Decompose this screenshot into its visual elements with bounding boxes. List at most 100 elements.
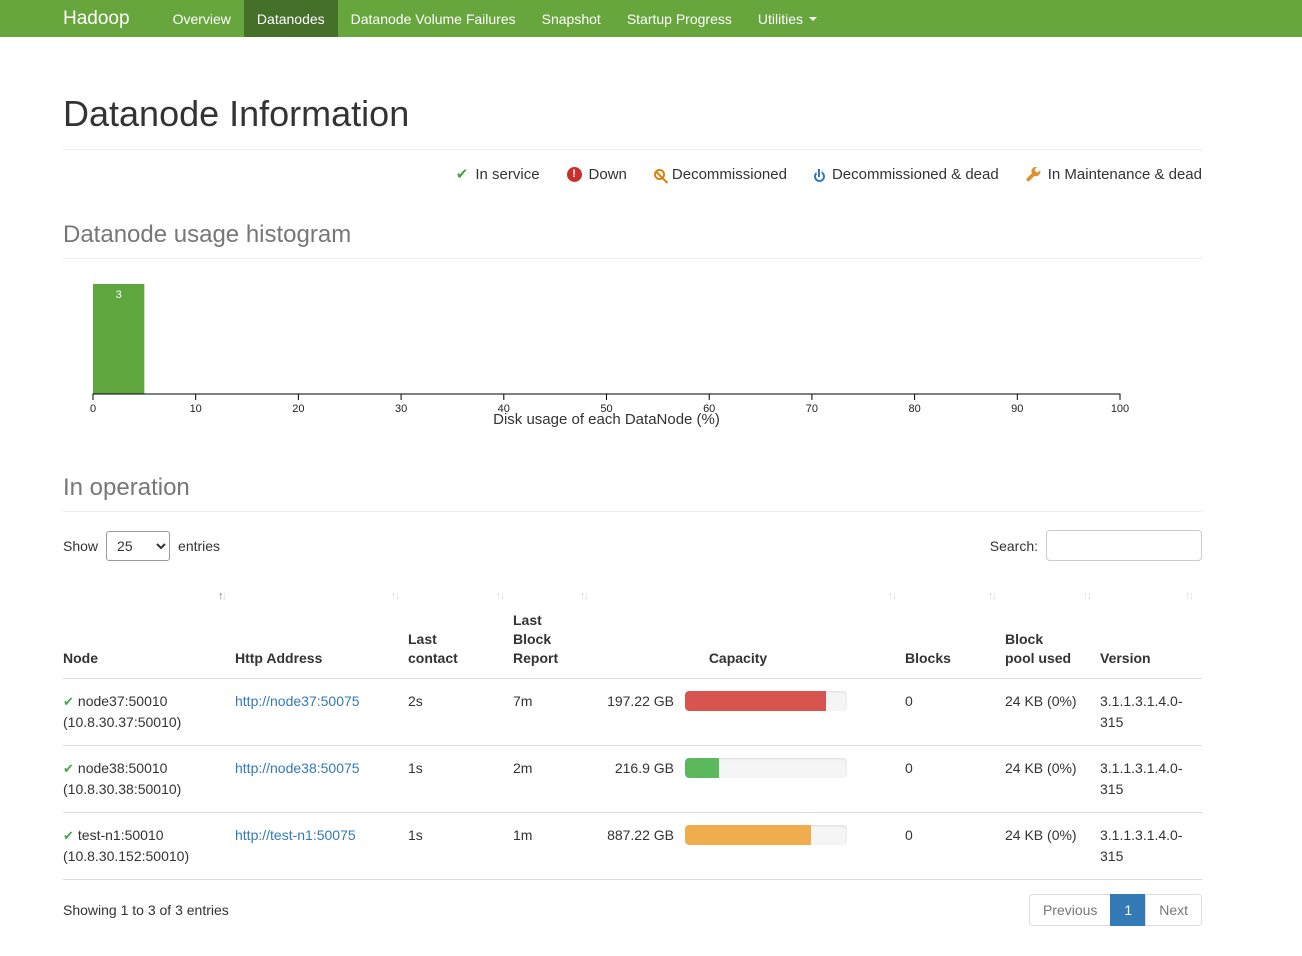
nav-link[interactable]: Startup Progress xyxy=(626,11,732,27)
column-header-label: Last contact xyxy=(408,630,458,666)
cell-node: ✔ test-n1:50010 (10.8.30.152:50010) xyxy=(63,811,235,880)
histogram-bar-label: 3 xyxy=(116,289,122,301)
x-axis-tick-label: 90 xyxy=(1011,403,1023,415)
sort-icon: ↑↓ xyxy=(1083,590,1092,602)
cell-node: ✔ node37:50010 (10.8.30.37:50010) xyxy=(63,677,235,746)
node-ip: (10.8.30.37:50010) xyxy=(63,713,182,730)
x-axis-tick-label: 50 xyxy=(600,403,612,415)
nav-item-datanode-volume-failures[interactable]: Datanode Volume Failures xyxy=(338,0,529,37)
search-input[interactable] xyxy=(1046,530,1202,561)
http-address-link[interactable]: http://test-n1:50075 xyxy=(235,826,356,843)
node-status-legend: ✔ In service! Down Decommissioned Decommissi… xyxy=(63,166,1202,183)
navbar-menu: Overview Datanodes Datanode Volume Failure… xyxy=(160,0,830,37)
column-header-blocks[interactable]: ↑↓ Blocks xyxy=(905,581,1005,679)
table-header-row: ↑↓ Node ↑↓ Http Address ↑↓ Last contact ↑↓ Last… xyxy=(63,581,1202,679)
http-address-link[interactable]: http://node38:50075 xyxy=(235,759,360,776)
cell-block-pool-used: 24 KB (0%) xyxy=(1005,744,1100,813)
x-axis-tick-label: 0 xyxy=(90,403,96,415)
cell-node: ✔ node38:50010 (10.8.30.38:50010) xyxy=(63,744,235,813)
nav-link[interactable]: Datanode Volume Failures xyxy=(350,11,516,27)
table-header: ↑↓ Node ↑↓ Http Address ↑↓ Last contact ↑↓ Last… xyxy=(63,581,1202,679)
legend-item-decommissioned-dead: Decommissioned & dead xyxy=(813,166,999,183)
nav-item-startup-progress[interactable]: Startup Progress xyxy=(614,0,745,37)
legend-item-decommissioned: Decommissioned xyxy=(653,166,787,183)
column-header-node[interactable]: ↑↓ Node xyxy=(63,581,235,679)
cell-block-pool-used: 24 KB (0%) xyxy=(1005,677,1100,746)
page-size-select[interactable]: 25 xyxy=(106,530,171,561)
cell-http-address: http://test-n1:50075 xyxy=(235,811,408,880)
x-axis-label: Disk usage of each DataNode (%) xyxy=(493,411,720,428)
nav-link[interactable]: Utilities xyxy=(745,0,830,37)
cell-version: 3.1.1.3.1.4.0-315 xyxy=(1100,677,1202,746)
nav-item-datanodes[interactable]: Datanodes xyxy=(243,0,338,37)
column-header-lastContact[interactable]: ↑↓ Last contact xyxy=(408,581,513,679)
x-axis-tick-label: 40 xyxy=(498,403,510,415)
node-name: node38:50010 xyxy=(77,759,168,776)
legend-item-maintenance-dead: In Maintenance & dead xyxy=(1026,166,1202,183)
ban-circle-icon xyxy=(653,169,665,180)
cell-blocks: 0 xyxy=(905,744,1005,813)
column-header-label: Http Address xyxy=(235,649,323,666)
pagination-next[interactable]: Next xyxy=(1145,893,1202,926)
check-icon: ✔ xyxy=(455,166,469,183)
cell-block-pool-used: 24 KB (0%) xyxy=(1005,811,1100,880)
http-address-link[interactable]: http://node37:50075 xyxy=(235,692,360,709)
exclamation-circle-icon: ! xyxy=(566,167,582,182)
power-icon xyxy=(813,170,825,182)
sort-icon: ↑↓ xyxy=(391,590,400,602)
show-label: Show xyxy=(63,537,99,554)
legend-label: Decommissioned & dead xyxy=(831,166,999,183)
legend-label: Down xyxy=(588,166,627,183)
cell-capacity: 887.22 GB xyxy=(597,811,905,880)
pagination-previous[interactable]: Previous xyxy=(1028,893,1112,926)
node-name: test-n1:50010 xyxy=(77,826,164,843)
wrench-icon xyxy=(1026,167,1041,182)
navbar: Hadoop Overview Datanodes Datanode Volume … xyxy=(0,0,1302,37)
column-header-capacity[interactable]: ↑↓ Capacity xyxy=(597,581,905,679)
column-header-label: Block pool used xyxy=(1005,630,1072,666)
search-label: Search: xyxy=(989,537,1038,554)
divider xyxy=(63,511,1202,512)
node-name: node37:50010 xyxy=(77,692,168,709)
nav-item-snapshot[interactable]: Snapshot xyxy=(529,0,614,37)
x-axis-tick-label: 20 xyxy=(292,403,304,415)
capacity-progress-fill xyxy=(685,691,826,712)
pagination: Previous 1 Next xyxy=(1028,893,1202,926)
page-length-control: Show 25 entries xyxy=(63,530,221,561)
capacity-progress-fill xyxy=(685,825,812,846)
nav-link[interactable]: Overview xyxy=(172,11,231,27)
main-content: Datanode Information ✔ In service! Down Dec… xyxy=(63,93,1202,926)
cell-blocks: 0 xyxy=(905,811,1005,880)
entries-label: entries xyxy=(178,537,221,554)
column-header-lastBlock[interactable]: ↑↓ Last Block Report xyxy=(513,581,597,679)
sort-icon: ↑↓ xyxy=(988,590,997,602)
nav-link[interactable]: Snapshot xyxy=(541,11,601,27)
nav-link[interactable]: Datanodes xyxy=(243,0,338,37)
sort-icon: ↑↓ xyxy=(1185,590,1194,602)
cell-version: 3.1.1.3.1.4.0-315 xyxy=(1100,744,1202,813)
cell-last-block-report: 7m xyxy=(513,677,597,746)
table-controls: Show 25 entries Search: xyxy=(63,530,1202,561)
cell-http-address: http://node38:50075 xyxy=(235,744,408,813)
column-header-version[interactable]: ↑↓ Version xyxy=(1100,581,1202,679)
pagination-page-1[interactable]: 1 xyxy=(1110,893,1147,926)
nav-item-utilities[interactable]: Utilities xyxy=(745,0,830,37)
node-status-check-icon: ✔ xyxy=(63,827,74,843)
legend-item-in-service: ✔ In service xyxy=(456,166,540,183)
column-header-blockPool[interactable]: ↑↓ Block pool used xyxy=(1005,581,1100,679)
datanode-usage-histogram: 3 0 10 20 30 40 50 60 70 80 90 100 Disk usage of eac… xyxy=(63,281,1202,436)
node-ip: (10.8.30.152:50010) xyxy=(63,847,190,864)
sort-icon: ↑↓ xyxy=(888,590,897,602)
sort-icon: ↑↓ xyxy=(580,590,589,602)
nav-item-overview[interactable]: Overview xyxy=(160,0,244,37)
capacity-progress-fill xyxy=(685,758,720,779)
page-title: Datanode Information xyxy=(63,93,410,134)
sort-icon: ↑↓ xyxy=(218,590,227,602)
navbar-brand[interactable]: Hadoop xyxy=(63,7,130,29)
capacity-value: 216.9 GB xyxy=(614,759,674,776)
column-header-http[interactable]: ↑↓ Http Address xyxy=(235,581,408,679)
x-axis-tick-label: 80 xyxy=(908,403,920,415)
legend-label: In Maintenance & dead xyxy=(1047,166,1202,183)
cell-capacity: 197.22 GB xyxy=(597,677,905,746)
